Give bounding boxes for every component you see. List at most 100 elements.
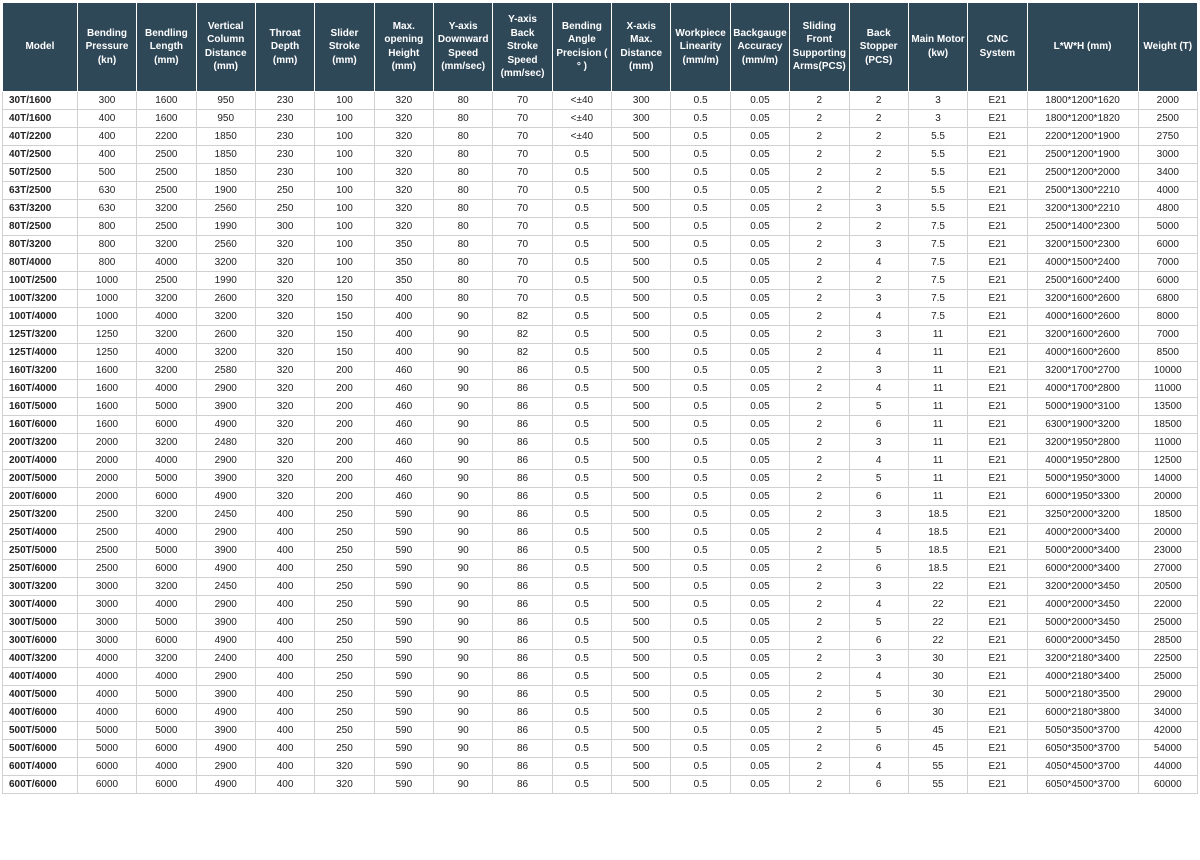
data-cell: 90 — [433, 703, 492, 721]
data-cell: 18500 — [1138, 415, 1197, 433]
column-header: Backgauge Accuracy (mm/m) — [730, 3, 789, 92]
data-cell: E21 — [968, 721, 1027, 739]
data-cell: 2 — [790, 631, 849, 649]
data-cell: 0.5 — [671, 631, 730, 649]
data-cell: 0.05 — [730, 127, 789, 145]
data-cell: 4900 — [196, 487, 255, 505]
data-cell: 2 — [790, 343, 849, 361]
data-cell: 4 — [849, 253, 908, 271]
data-cell: 86 — [493, 595, 552, 613]
table-row: 400T/600040006000490040025059090860.5500… — [3, 703, 1198, 721]
data-cell: 0.5 — [671, 289, 730, 307]
data-cell: 3200 — [137, 649, 196, 667]
data-cell: 1600 — [77, 397, 136, 415]
model-cell: 600T/6000 — [3, 775, 78, 793]
data-cell: 0.5 — [552, 757, 611, 775]
data-cell: 3 — [908, 109, 967, 127]
data-cell: 2900 — [196, 523, 255, 541]
data-cell: 320 — [374, 181, 433, 199]
data-cell: 2 — [790, 739, 849, 757]
data-cell: 80 — [433, 109, 492, 127]
data-cell: 4800 — [1138, 199, 1197, 217]
column-header: Max. opening Height (mm) — [374, 3, 433, 92]
column-header: Bending Angle Precision ( ° ) — [552, 3, 611, 92]
data-cell: 2000 — [1138, 91, 1197, 109]
data-cell: 4 — [849, 523, 908, 541]
data-cell: 5000*2000*3400 — [1027, 541, 1138, 559]
data-cell: 500 — [612, 433, 671, 451]
model-cell: 400T/6000 — [3, 703, 78, 721]
data-cell: 0.05 — [730, 451, 789, 469]
table-row: 500T/500050005000390040025059090860.5500… — [3, 721, 1198, 739]
data-cell: 100 — [315, 217, 374, 235]
data-cell: E21 — [968, 415, 1027, 433]
data-cell: 500 — [612, 181, 671, 199]
data-cell: 3 — [849, 649, 908, 667]
data-cell: 2 — [790, 235, 849, 253]
data-cell: 500 — [612, 451, 671, 469]
data-cell: 4000 — [137, 595, 196, 613]
data-cell: 30 — [908, 667, 967, 685]
data-cell: 2600 — [196, 289, 255, 307]
data-cell: 460 — [374, 487, 433, 505]
data-cell: 80 — [433, 217, 492, 235]
model-cell: 40T/2500 — [3, 145, 78, 163]
data-cell: 2750 — [1138, 127, 1197, 145]
table-row: 100T/320010003200260032015040080700.5500… — [3, 289, 1198, 307]
table-row: 400T/320040003200240040025059090860.5500… — [3, 649, 1198, 667]
data-cell: 800 — [77, 217, 136, 235]
data-cell: 80 — [433, 235, 492, 253]
data-cell: 0.5 — [552, 271, 611, 289]
data-cell: 11 — [908, 415, 967, 433]
data-cell: 500 — [612, 379, 671, 397]
data-cell: 200 — [315, 361, 374, 379]
data-cell: 6000 — [137, 739, 196, 757]
data-cell: 0.05 — [730, 613, 789, 631]
table-row: 200T/320020003200248032020046090860.5500… — [3, 433, 1198, 451]
data-cell: 0.5 — [671, 199, 730, 217]
data-cell: 2 — [790, 577, 849, 595]
data-cell: 0.5 — [671, 667, 730, 685]
data-cell: 4000 — [77, 667, 136, 685]
data-cell: E21 — [968, 163, 1027, 181]
data-cell: 590 — [374, 721, 433, 739]
data-cell: 2500 — [77, 505, 136, 523]
data-cell: 2500 — [77, 559, 136, 577]
data-cell: 3200 — [137, 289, 196, 307]
data-cell: 2 — [790, 397, 849, 415]
data-cell: 6000 — [137, 487, 196, 505]
data-cell: 230 — [255, 127, 314, 145]
column-header: Bendling Length (mm) — [137, 3, 196, 92]
data-cell: 2 — [790, 379, 849, 397]
data-cell: 2500*1300*2210 — [1027, 181, 1138, 199]
data-cell: 200 — [315, 433, 374, 451]
data-cell: 3900 — [196, 469, 255, 487]
data-cell: 0.5 — [552, 433, 611, 451]
data-cell: 0.5 — [671, 649, 730, 667]
data-cell: 2 — [790, 181, 849, 199]
data-cell: 86 — [493, 775, 552, 793]
data-cell: 0.5 — [671, 145, 730, 163]
table-row: 400T/400040004000290040025059090860.5500… — [3, 667, 1198, 685]
data-cell: 7.5 — [908, 235, 967, 253]
data-cell: 20000 — [1138, 523, 1197, 541]
data-cell: 22500 — [1138, 649, 1197, 667]
table-row: 300T/400030004000290040025059090860.5500… — [3, 595, 1198, 613]
data-cell: 2000 — [77, 469, 136, 487]
data-cell: 90 — [433, 631, 492, 649]
data-cell: 320 — [255, 433, 314, 451]
data-cell: 3000 — [77, 613, 136, 631]
model-cell: 100T/2500 — [3, 271, 78, 289]
data-cell: 320 — [255, 487, 314, 505]
data-cell: 3900 — [196, 685, 255, 703]
data-cell: 4000 — [137, 523, 196, 541]
data-cell: 590 — [374, 649, 433, 667]
data-cell: 320 — [255, 415, 314, 433]
data-cell: 500 — [612, 775, 671, 793]
data-cell: 250 — [315, 631, 374, 649]
data-cell: E21 — [968, 217, 1027, 235]
data-cell: 70 — [493, 145, 552, 163]
data-cell: 4900 — [196, 559, 255, 577]
data-cell: 2 — [790, 217, 849, 235]
data-cell: E21 — [968, 739, 1027, 757]
